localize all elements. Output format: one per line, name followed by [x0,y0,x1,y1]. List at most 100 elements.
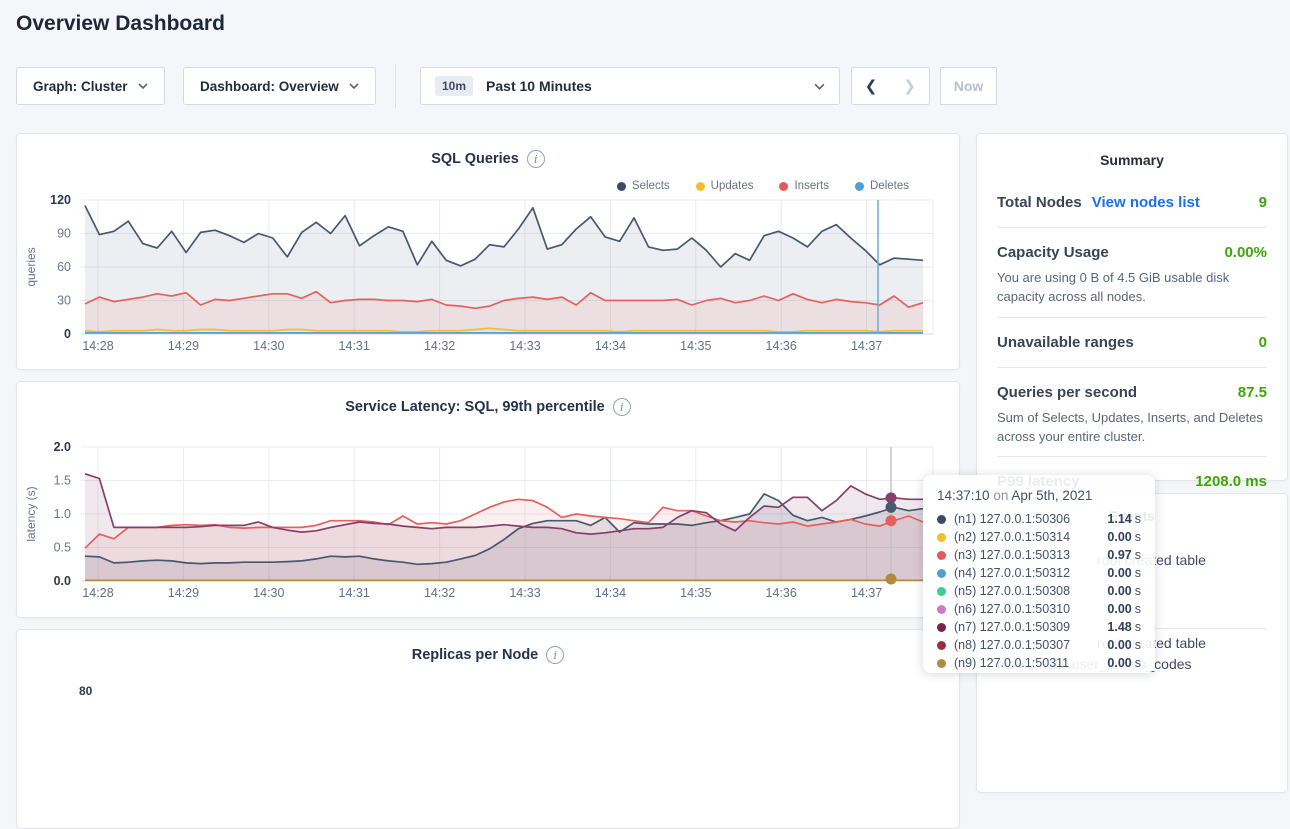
svg-text:14:36: 14:36 [766,586,797,600]
graph-dropdown[interactable]: Graph: Cluster [16,67,165,105]
service-latency-chart[interactable]: 0.00.51.01.52.014:2814:2914:3014:3114:32… [17,439,961,609]
time-range-badge: 10m [435,76,473,96]
tooltip-row: (n2) 127.0.0.1:503140.00 s [937,528,1141,546]
dashboard-dropdown-label: Dashboard: Overview [200,79,339,94]
summary-value: 87.5 [1238,384,1267,401]
tooltip-row: (n5) 127.0.0.1:503080.00 s [937,582,1141,600]
svg-text:14:28: 14:28 [82,339,113,353]
tooltip-node-label: (n6) 127.0.0.1:50310 [954,602,1107,616]
svg-text:0.0: 0.0 [54,574,71,588]
time-prev-button[interactable]: ❮ [851,67,891,105]
service-latency-card: Service Latency: SQL, 99th percentile i … [16,381,960,618]
svg-text:14:37: 14:37 [851,586,882,600]
sql-queries-card: SQL Queries i SelectsUpdatesInsertsDelet… [16,133,960,370]
chart-hover-tooltip: 14:37:10 on Apr 5th, 2021 (n1) 127.0.0.1… [923,475,1155,673]
series-dot-icon [937,533,946,542]
tooltip-node-value: 0.97 [1107,548,1131,562]
tooltip-connector: on [993,488,1008,503]
tooltip-row: (n1) 127.0.0.1:503061.14s [937,510,1141,528]
time-next-button[interactable]: ❯ [890,67,930,105]
svg-text:14:29: 14:29 [168,339,199,353]
summary-description: You are using 0 B of 4.5 GiB usable disk… [997,269,1267,307]
graph-dropdown-label: Graph: Cluster [33,79,128,94]
time-range-dropdown[interactable]: 10m Past 10 Minutes [420,67,840,105]
tooltip-node-label: (n9) 127.0.0.1:50311 [954,656,1107,670]
chart-title-sql: SQL Queries i [17,150,959,168]
view-nodes-list-link[interactable]: View nodes list [1092,194,1200,211]
replicas-top-tick: 80 [79,684,92,698]
chevron-left-icon: ❮ [865,77,878,95]
svg-text:14:30: 14:30 [253,339,284,353]
tooltip-time: 14:37:10 [937,488,990,503]
summary-row-qps: Queries per second 87.5 [997,378,1267,407]
replicas-per-node-card: Replicas per Node i 80 [16,629,960,829]
svg-text:30: 30 [57,294,71,308]
tooltip-row: (n3) 127.0.0.1:503130.97 s [937,546,1141,564]
svg-text:14:37: 14:37 [851,339,882,353]
summary-divider [997,456,1267,457]
tooltip-timestamp: 14:37:10 on Apr 5th, 2021 [937,488,1141,503]
summary-label: Capacity Usage [997,244,1109,261]
svg-text:queries: queries [24,247,38,286]
dashboard-dropdown[interactable]: Dashboard: Overview [183,67,376,105]
svg-text:14:32: 14:32 [424,339,455,353]
summary-label: Unavailable ranges [997,334,1134,351]
summary-value: 0 [1259,334,1267,351]
info-icon[interactable]: i [613,398,631,416]
svg-text:14:31: 14:31 [339,339,370,353]
info-icon[interactable]: i [527,150,545,168]
summary-value: 9 [1259,194,1267,211]
tooltip-row: (n4) 127.0.0.1:503120.00s [937,564,1141,582]
series-dot-icon [937,605,946,614]
now-button[interactable]: Now [940,67,997,105]
chevron-down-icon [138,83,148,89]
tooltip-node-unit: s [1135,530,1141,544]
tooltip-node-label: (n5) 127.0.0.1:50308 [954,584,1107,598]
page-title: Overview Dashboard [16,12,225,36]
summary-row-capacity: Capacity Usage 0.00% [997,238,1267,267]
svg-text:90: 90 [57,227,71,241]
summary-label: Queries per second [997,384,1137,401]
series-dot-icon [937,515,946,524]
info-icon[interactable]: i [546,646,564,664]
summary-panel: Summary Total Nodes View nodes list 9 Ca… [976,133,1288,481]
svg-text:0.5: 0.5 [54,541,71,555]
tooltip-node-label: (n3) 127.0.0.1:50313 [954,548,1107,562]
summary-value: 1208.0 ms [1195,473,1267,490]
chevron-down-icon [349,83,359,89]
tooltip-row: (n6) 127.0.0.1:503100.00s [937,600,1141,618]
tooltip-node-label: (n2) 127.0.0.1:50314 [954,530,1107,544]
svg-text:14:36: 14:36 [766,339,797,353]
svg-text:60: 60 [57,260,71,274]
svg-text:14:33: 14:33 [509,339,540,353]
svg-text:14:30: 14:30 [253,586,284,600]
svg-text:14:33: 14:33 [509,586,540,600]
chart-title-latency-text: Service Latency: SQL, 99th percentile [345,399,605,415]
svg-text:14:28: 14:28 [82,586,113,600]
summary-description: Sum of Selects, Updates, Inserts, and De… [997,409,1267,447]
svg-text:14:29: 14:29 [168,586,199,600]
summary-divider [997,367,1267,368]
summary-value: 0.00% [1224,244,1267,261]
tooltip-row: (n9) 127.0.0.1:503110.00s [937,654,1141,672]
summary-title: Summary [977,152,1287,168]
tooltip-node-label: (n1) 127.0.0.1:50306 [954,512,1107,526]
svg-text:14:35: 14:35 [680,586,711,600]
series-dot-icon [937,569,946,578]
tooltip-node-value: 0.00 [1107,530,1131,544]
sql-queries-chart[interactable]: 030609012014:2814:2914:3014:3114:3214:33… [17,190,961,360]
chart-title-sql-text: SQL Queries [431,151,519,167]
tooltip-node-unit: s [1135,602,1141,616]
summary-label: Total Nodes [997,194,1082,211]
tooltip-node-value: 0.00 [1107,656,1131,670]
svg-text:1.0: 1.0 [54,507,71,521]
tooltip-node-unit: s [1135,548,1141,562]
tooltip-node-value: 1.14 [1107,512,1131,526]
tooltip-node-label: (n4) 127.0.0.1:50312 [954,566,1107,580]
tooltip-node-value: 0.00 [1107,584,1131,598]
tooltip-node-unit: s [1135,584,1141,598]
svg-text:latency (s): latency (s) [24,486,38,541]
tooltip-node-unit: s [1135,620,1141,634]
chart-title-latency: Service Latency: SQL, 99th percentile i [17,398,959,416]
series-dot-icon [937,587,946,596]
